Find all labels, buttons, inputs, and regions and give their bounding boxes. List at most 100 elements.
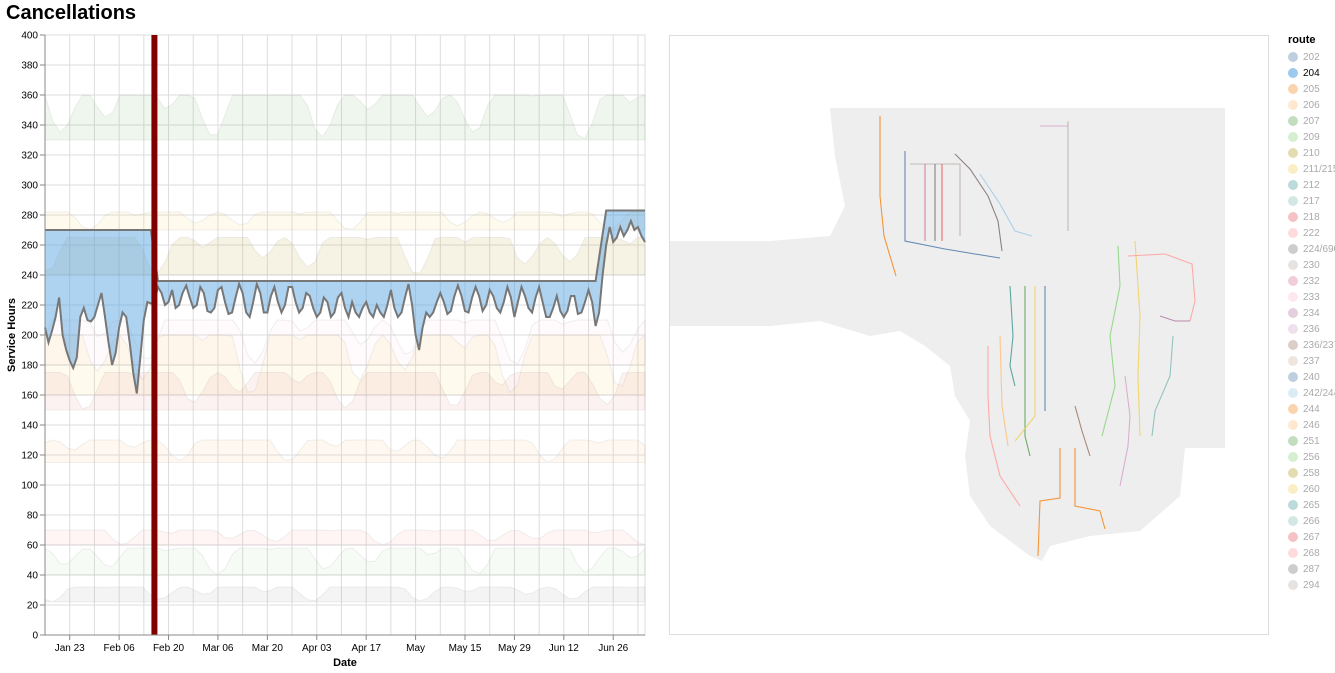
- map-route-line: [1101, 245, 1121, 437]
- x-tick-label: Feb 20: [153, 643, 185, 654]
- legend-item-route-204[interactable]: 204: [1288, 65, 1335, 81]
- context-area: [44, 236, 646, 276]
- legend-label: 212: [1303, 179, 1320, 191]
- y-tick-label: 180: [21, 361, 38, 372]
- legend-item-route-266[interactable]: 266: [1288, 513, 1335, 529]
- map-route-line: [1024, 286, 1031, 457]
- legend-title: route: [1288, 34, 1316, 46]
- map-route-line: [1127, 253, 1196, 322]
- legend-item-route-207[interactable]: 207: [1288, 113, 1335, 129]
- legend-item-route-237[interactable]: 237: [1288, 353, 1335, 369]
- route-legend[interactable]: route 202 204 205 206 207 209 210 211/215 212 217…: [1288, 34, 1335, 593]
- map-route-line: [1009, 285, 1016, 387]
- legend-swatch: [1288, 292, 1298, 302]
- y-tick-label: 360: [21, 91, 38, 102]
- date-marker[interactable]: [151, 35, 158, 635]
- legend-label: 205: [1303, 83, 1320, 95]
- legend-item-route-210[interactable]: 210: [1288, 145, 1335, 161]
- legend-swatch: [1288, 404, 1298, 414]
- legend-item-route-206[interactable]: 206: [1288, 97, 1335, 113]
- y-tick-label: 340: [21, 121, 38, 132]
- legend-swatch: [1288, 84, 1298, 94]
- legend-item-route-232[interactable]: 232: [1288, 273, 1335, 289]
- legend-item-route-244[interactable]: 244: [1288, 401, 1335, 417]
- y-tick-label: 0: [32, 631, 38, 642]
- context-area: [44, 94, 646, 141]
- legend-item-route-251[interactable]: 251: [1288, 433, 1335, 449]
- context-area: [44, 529, 646, 546]
- legend-item-route-240[interactable]: 240: [1288, 369, 1335, 385]
- legend-item-route-258[interactable]: 258: [1288, 465, 1335, 481]
- y-tick-label: 60: [27, 541, 39, 552]
- legend-label: 244: [1303, 403, 1320, 415]
- legend-item-route-205[interactable]: 205: [1288, 81, 1335, 97]
- legend-item-route-294[interactable]: 294: [1288, 577, 1335, 593]
- y-tick-label: 260: [21, 241, 38, 252]
- legend-swatch: [1288, 148, 1298, 158]
- legend-swatch: [1288, 100, 1298, 110]
- x-tick-label: May 15: [449, 643, 482, 654]
- legend-swatch: [1288, 164, 1298, 174]
- context-area: [44, 318, 646, 366]
- legend-label: 217: [1303, 195, 1320, 207]
- date-marker-bar: [151, 35, 158, 635]
- legend-item-route-202[interactable]: 202: [1288, 49, 1335, 65]
- legend-swatch: [1288, 68, 1298, 78]
- legend-item-route-212[interactable]: 212: [1288, 177, 1335, 193]
- legend-label: 294: [1303, 579, 1320, 591]
- chart-grid: [44, 34, 646, 636]
- legend-label: 206: [1303, 99, 1320, 111]
- legend-label: 218: [1303, 211, 1320, 223]
- legend-item-route-222[interactable]: 222: [1288, 225, 1335, 241]
- legend-swatch: [1288, 180, 1298, 190]
- legend-swatch: [1288, 516, 1298, 526]
- series-204-area: [45, 210, 645, 394]
- legend-item-route-236[interactable]: 236: [1288, 321, 1335, 337]
- legend-item-route-233[interactable]: 233: [1288, 289, 1335, 305]
- legend-item-route-267[interactable]: 267: [1288, 529, 1335, 545]
- map-route-line: [1134, 240, 1141, 437]
- legend-label: 267: [1303, 531, 1320, 543]
- legend-item-route-256[interactable]: 256: [1288, 449, 1335, 465]
- legend-label: 265: [1303, 499, 1320, 511]
- legend-item-route-224-690[interactable]: 224/690: [1288, 241, 1335, 257]
- legend-swatch: [1288, 468, 1298, 478]
- legend-swatch: [1288, 436, 1298, 446]
- series-204-upper-line: [45, 209, 645, 282]
- legend-label: 237: [1303, 355, 1320, 367]
- legend-item-route-268[interactable]: 268: [1288, 545, 1335, 561]
- map-land: [670, 108, 1225, 561]
- route-map-canvas[interactable]: [670, 36, 1268, 634]
- legend-item-route-218[interactable]: 218: [1288, 209, 1335, 225]
- legend-swatch: [1288, 276, 1298, 286]
- legend-item-route-234[interactable]: 234: [1288, 305, 1335, 321]
- y-tick-label: 80: [27, 511, 39, 522]
- legend-item-route-209[interactable]: 209: [1288, 129, 1335, 145]
- legend-label: 266: [1303, 515, 1320, 527]
- x-tick-label: Jun 12: [549, 643, 579, 654]
- legend-swatch: [1288, 196, 1298, 206]
- highlighted-series[interactable]: [44, 209, 646, 394]
- legend-item-route-242-244[interactable]: 242/244: [1288, 385, 1335, 401]
- legend-swatch: [1288, 580, 1298, 590]
- legend-item-route-287[interactable]: 287: [1288, 561, 1335, 577]
- legend-item-route-246[interactable]: 246: [1288, 417, 1335, 433]
- map-route-line: [1159, 315, 1190, 322]
- context-series: [44, 94, 646, 603]
- cancellations-chart[interactable]: 0 20 40 60 80 100 120 140 160 180 200 220 240 260 280 3…: [0, 0, 650, 673]
- map-route-line: [954, 153, 1003, 252]
- map-route-line: [910, 163, 961, 236]
- y-axis-title: Service Hours: [6, 298, 18, 372]
- y-tick-label: 320: [21, 151, 38, 162]
- legend-swatch: [1288, 228, 1298, 238]
- legend-item-route-211-215[interactable]: 211/215: [1288, 161, 1335, 177]
- legend-label: 202: [1303, 51, 1320, 63]
- legend-swatch: [1288, 132, 1298, 142]
- legend-label: 207: [1303, 115, 1320, 127]
- legend-item-route-260[interactable]: 260: [1288, 481, 1335, 497]
- legend-item-route-230[interactable]: 230: [1288, 257, 1335, 273]
- legend-item-route-217[interactable]: 217: [1288, 193, 1335, 209]
- legend-item-route-236-237[interactable]: 236/237: [1288, 337, 1335, 353]
- route-map[interactable]: [669, 35, 1269, 635]
- legend-item-route-265[interactable]: 265: [1288, 497, 1335, 513]
